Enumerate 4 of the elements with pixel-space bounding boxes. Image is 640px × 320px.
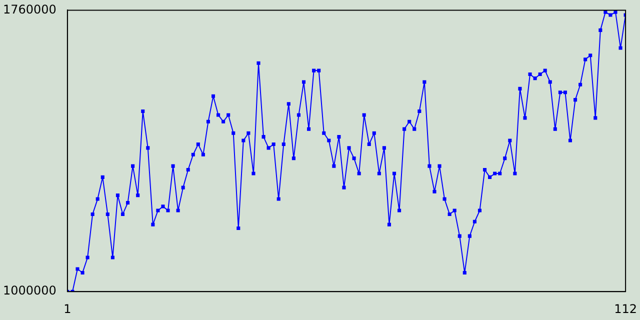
y-tick-label: 1760000 [2,2,56,16]
x-tick-label: 112 [614,302,637,316]
y-tick-label: 1000000 [2,284,56,298]
x-tick-label: 1 [64,302,72,316]
